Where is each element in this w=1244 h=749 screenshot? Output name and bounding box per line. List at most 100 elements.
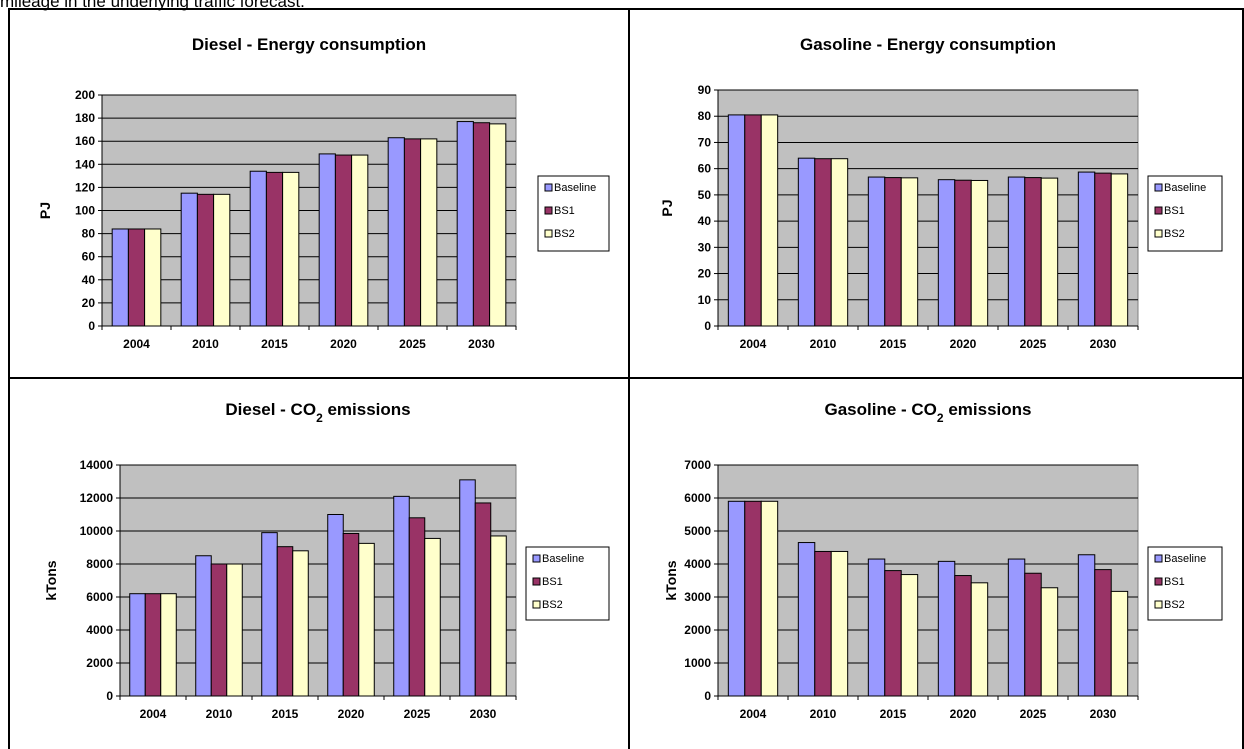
bar-baseline [249, 170, 267, 327]
x-tick-label: 2004 [740, 337, 767, 351]
y-tick-label: 2000 [684, 623, 711, 637]
bar-bs1 [1094, 569, 1112, 697]
legend-swatch [532, 600, 541, 609]
legend-swatch [1154, 577, 1163, 586]
bar-bs1 [744, 500, 762, 697]
y-tick-label: 6000 [684, 491, 711, 505]
x-tick-label: 2010 [206, 707, 233, 721]
bar-bs2 [420, 138, 438, 327]
bar-baseline [393, 495, 410, 697]
legend-swatch [1154, 600, 1163, 609]
bar-bs2 [1110, 173, 1129, 327]
x-tick-label: 2004 [140, 707, 167, 721]
y-tick-label: 80 [82, 227, 96, 241]
bar-bs2 [1040, 177, 1059, 327]
legend-swatch [544, 206, 553, 215]
bar-bs2 [144, 228, 162, 327]
diesel-co2-chart: Diesel - CO2 emissions 0 2000 4000 6000 8000 1… [43, 400, 610, 721]
bar-baseline [456, 121, 474, 327]
x-tick-label: 2030 [1090, 707, 1117, 721]
y-tick-label: 1000 [684, 656, 711, 670]
y-tick-label: 70 [698, 135, 712, 149]
bar-baseline [797, 542, 816, 697]
bar-baseline [1077, 554, 1096, 697]
chart-title: Gasoline - Energy consumption [800, 35, 1056, 54]
bar-bs2 [424, 537, 441, 697]
bar-bs1 [342, 532, 360, 697]
y-tick-label: 0 [704, 319, 711, 333]
plot-area [717, 89, 1139, 327]
horizontal-divider [8, 377, 1244, 379]
bar-baseline [1007, 176, 1026, 327]
bar-bs2 [490, 535, 507, 697]
bar-baseline [797, 157, 816, 327]
bar-bs1 [127, 228, 146, 327]
bar-bs1 [403, 138, 422, 327]
bar-bs1 [744, 114, 762, 327]
chart-title: Diesel - CO2 emissions [225, 400, 410, 425]
legend-swatch [1154, 229, 1163, 238]
bar-baseline [459, 479, 476, 697]
diesel-energy-chart: Diesel - Energy consumption 0 20 40 60 80 100 1… [37, 35, 610, 351]
bar-baseline [318, 153, 336, 327]
bar-bs2 [1110, 590, 1129, 697]
x-tick-label: 2030 [1090, 337, 1117, 351]
bar-bs2 [489, 123, 507, 327]
y-tick-label: 160 [75, 134, 95, 148]
bar-bs1 [814, 550, 832, 697]
y-tick-label: 120 [75, 180, 95, 194]
bar-bs1 [196, 193, 215, 327]
gasoline-co2-chart: Gasoline - CO2 emissions 0 1000 2000 3000 400… [663, 400, 1223, 721]
legend-swatch [532, 577, 541, 586]
legend-label: Baseline [554, 182, 596, 194]
y-tick-label: 140 [75, 157, 95, 171]
bar-baseline [111, 228, 129, 327]
bar-bs2 [900, 177, 919, 327]
x-tick-label: 2020 [950, 707, 977, 721]
x-tick-label: 2025 [1020, 337, 1047, 351]
legend-label: Baseline [1164, 182, 1206, 194]
gasoline-energy-chart: Gasoline - Energy consumption01020304050… [659, 35, 1223, 351]
y-tick-label: 5000 [684, 524, 711, 538]
legend-label: BS2 [1164, 599, 1185, 611]
bar-baseline [937, 179, 956, 327]
x-tick-label: 2025 [399, 337, 426, 351]
bar-baseline [1077, 171, 1096, 327]
y-tick-label: 10000 [80, 524, 114, 538]
plot-area [119, 464, 517, 697]
bar-baseline [195, 555, 212, 697]
legend-label: BS1 [542, 576, 563, 588]
legend-label: BS1 [1164, 205, 1185, 217]
x-tick-label: 2025 [404, 707, 431, 721]
bar-baseline [261, 532, 278, 697]
plot-area [717, 464, 1139, 697]
y-tick-label: 7000 [684, 458, 711, 472]
y-tick-label: 90 [698, 83, 712, 97]
bar-bs2 [1040, 587, 1059, 697]
bar-bs1 [472, 122, 491, 327]
legend-swatch [532, 554, 541, 563]
bar-bs1 [474, 502, 492, 697]
bar-bs2 [213, 193, 231, 327]
y-tick-label: 4000 [86, 623, 113, 637]
y-tick-label: 4000 [684, 557, 711, 571]
x-tick-label: 2010 [192, 337, 219, 351]
legend-label: BS2 [1164, 228, 1185, 240]
bar-bs2 [830, 550, 849, 697]
legend-label: BS2 [554, 228, 575, 240]
y-tick-label: 40 [698, 214, 712, 228]
bar-baseline [180, 192, 198, 327]
x-tick-label: 2015 [880, 707, 907, 721]
legend-label: BS1 [554, 205, 575, 217]
bar-bs2 [226, 563, 243, 697]
legend-swatch [544, 183, 553, 192]
y-tick-label: 20 [82, 296, 96, 310]
bar-bs1 [276, 546, 294, 697]
bar-baseline [727, 114, 746, 327]
bar-baseline [727, 500, 746, 697]
bar-baseline [937, 560, 956, 697]
y-tick-label: 10 [698, 293, 712, 307]
bar-bs1 [408, 517, 426, 697]
x-tick-label: 2010 [810, 707, 837, 721]
x-tick-label: 2015 [272, 707, 299, 721]
